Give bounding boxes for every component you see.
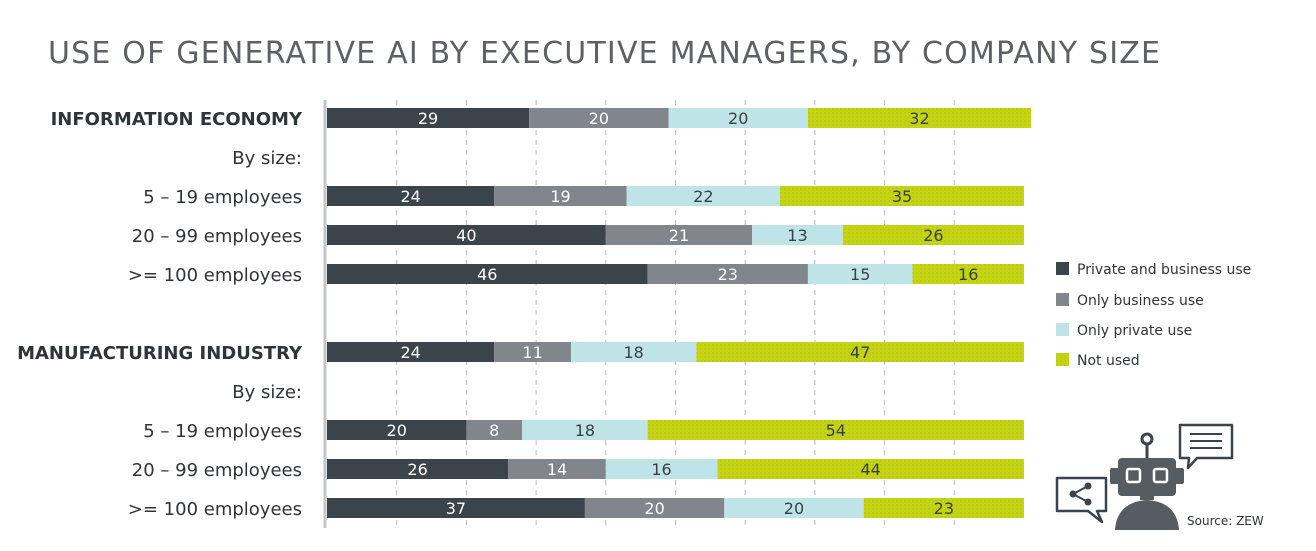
legend-swatch: [1056, 353, 1069, 366]
data-label: 20: [589, 109, 609, 128]
legend-label: Private and business use: [1077, 262, 1251, 278]
bar-segment: [647, 264, 808, 284]
data-label: 23: [718, 265, 738, 284]
bar-segment: [807, 108, 1031, 128]
legend-label: Not used: [1077, 353, 1140, 369]
legend-label: Only private use: [1077, 323, 1192, 339]
row-label: 5 – 19 employees: [143, 187, 302, 208]
share-chat-icon: [1055, 476, 1108, 524]
row-label: >= 100 employees: [128, 499, 302, 520]
bar-segment: [863, 498, 1024, 518]
bar-segment: [327, 108, 530, 128]
data-label: 16: [651, 460, 671, 479]
subhead-label: By size:: [232, 148, 302, 169]
data-label: 24: [400, 343, 420, 362]
bar-segment: [466, 420, 523, 440]
bar-segment: [626, 186, 781, 206]
bar-segment: [508, 459, 606, 479]
data-label: 18: [624, 343, 644, 362]
data-label: 24: [400, 187, 420, 206]
data-label: 46: [477, 265, 497, 284]
bar-segment: [584, 498, 725, 518]
data-label: 26: [923, 226, 943, 245]
bar-segment: [327, 498, 585, 518]
bar-segment: [327, 420, 467, 440]
data-label: 21: [669, 226, 689, 245]
speech-bubble-icon: [1178, 423, 1234, 470]
bar-segment: [327, 342, 495, 362]
data-label: 35: [892, 187, 912, 206]
legend: Private and business use Only business us…: [1056, 262, 1251, 369]
data-label: 26: [407, 460, 427, 479]
bars: 29 20 20 32 24 19 22 35 40 21 13 26 46 23 15 16 24 11 18 47…: [327, 108, 1031, 518]
legend-label: Only business use: [1077, 293, 1204, 309]
bar-segment: [912, 264, 1024, 284]
row-label: >= 100 employees: [128, 265, 302, 286]
bar-segment: [647, 420, 1024, 440]
bar-segment: [696, 342, 1024, 362]
data-label: 20: [644, 499, 664, 518]
data-label: 18: [575, 421, 595, 440]
bar-segment: [780, 186, 1024, 206]
bar-segment: [752, 225, 843, 245]
data-label: 8: [489, 421, 499, 440]
data-label: 29: [418, 109, 438, 128]
legend-swatch: [1056, 293, 1069, 306]
bar-segment: [327, 459, 509, 479]
bar-segment: [605, 225, 753, 245]
source-note: Source: ZEW: [1187, 514, 1264, 528]
data-label: 16: [958, 265, 978, 284]
chart-title: USE OF GENERATIVE AI BY EXECUTIVE MANAGE…: [48, 36, 1162, 71]
bar-segment: [529, 108, 669, 128]
data-label: 11: [522, 343, 542, 362]
bar-segment: [668, 108, 808, 128]
row-label: 20 – 99 employees: [132, 226, 302, 247]
data-label: 20: [387, 421, 407, 440]
data-label: 22: [693, 187, 713, 206]
bar-segment: [327, 225, 606, 245]
bar-segment: [327, 186, 495, 206]
data-label: 19: [550, 187, 570, 206]
row-label: 5 – 19 employees: [143, 421, 302, 442]
bar-segment: [605, 459, 718, 479]
data-label: 13: [787, 226, 807, 245]
subhead-label: By size:: [232, 382, 302, 403]
gridlines: [323, 100, 955, 528]
bar-segment: [807, 264, 913, 284]
bar-segment: [494, 186, 627, 206]
robot-icon: [1110, 432, 1184, 530]
data-label: 37: [446, 499, 466, 518]
legend-swatch: [1056, 262, 1069, 275]
data-label: 23: [934, 499, 954, 518]
data-label: 14: [547, 460, 567, 479]
group-label: MANUFACTURING INDUSTRY: [17, 343, 303, 364]
data-label: 40: [456, 226, 476, 245]
bar-segment: [842, 225, 1024, 245]
data-label: 44: [860, 460, 880, 479]
bar-segment: [724, 498, 864, 518]
data-label: 20: [784, 499, 804, 518]
data-label: 54: [826, 421, 846, 440]
bar-segment: [327, 264, 648, 284]
bar-segment: [717, 459, 1024, 479]
data-label: 20: [728, 109, 748, 128]
row-label: 20 – 99 employees: [132, 460, 302, 481]
data-label: 47: [850, 343, 870, 362]
group-label: INFORMATION ECONOMY: [51, 109, 303, 130]
data-label: 15: [850, 265, 870, 284]
bar-segment: [570, 342, 697, 362]
bar-segment: [494, 342, 571, 362]
data-label: 32: [909, 109, 929, 128]
legend-swatch: [1056, 323, 1069, 336]
bar-segment: [522, 420, 648, 440]
row-labels: INFORMATION ECONOMY By size: 5 – 19 employ…: [17, 109, 303, 520]
